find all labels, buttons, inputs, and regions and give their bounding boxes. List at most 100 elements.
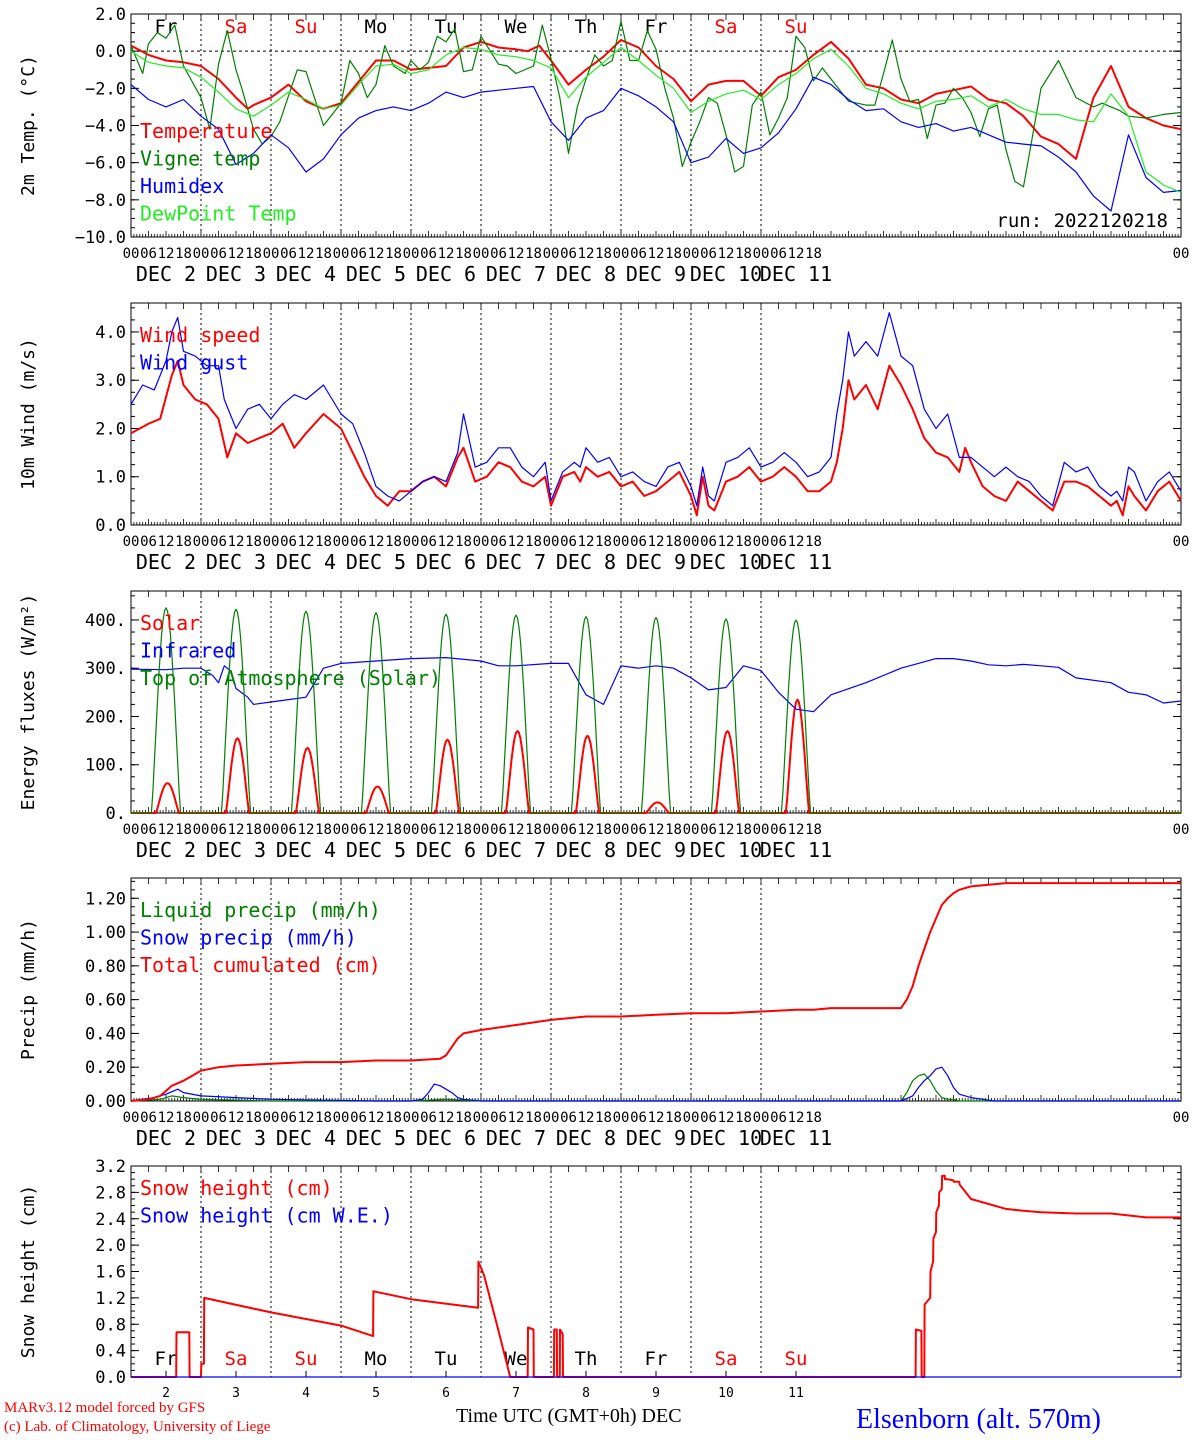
hour-tick-label: 18 (175, 534, 192, 550)
hour-tick-label: 18 (665, 1110, 682, 1126)
date-label: DEC 9 (626, 1126, 686, 1150)
hour-tick-label: 12 (648, 534, 665, 550)
y-tick-label: 1.20 (85, 889, 126, 909)
hour-tick-label: 12 (158, 534, 175, 550)
y-tick-label: 0.4 (95, 1342, 126, 1362)
hour-tick-label: 18 (525, 534, 542, 550)
weekday-label: Su (785, 16, 808, 38)
y-tick-label: 0.8 (95, 1315, 126, 1335)
hour-tick-label: 18 (315, 1110, 332, 1126)
weekday-label: Tu (435, 1348, 458, 1370)
hour-tick-label: 06 (630, 534, 647, 550)
day-number-label: 4 (302, 1386, 310, 1401)
y-tick-label: 300. (85, 659, 126, 679)
hour-tick-label: 06 (350, 822, 367, 838)
series-line-vigne-temp (130, 20, 1182, 188)
date-label: DEC 6 (416, 550, 476, 574)
hour-tick-label: 18 (175, 1110, 192, 1126)
hour-tick-label: 18 (525, 1110, 542, 1126)
hour-tick-label: 18 (455, 822, 472, 838)
hour-tick-label: 18 (315, 822, 332, 838)
hour-tick-label: 00 (473, 822, 490, 838)
hour-tick-label: 12 (158, 1110, 175, 1126)
date-label: DEC 4 (276, 1126, 336, 1150)
y-tick-label: −2.0 (85, 79, 126, 99)
y-tick-label: 0.40 (85, 1024, 126, 1044)
y-tick-label: −10.0 (75, 228, 126, 248)
hour-tick-label: 06 (490, 1110, 507, 1126)
date-label: DEC 3 (206, 262, 266, 286)
hour-tick-label: 00 (1173, 534, 1190, 550)
hour-tick-label: 00 (403, 534, 420, 550)
hour-tick-label: 18 (805, 822, 822, 838)
weekday-label: Sa (225, 1348, 248, 1370)
hour-tick-label: 00 (613, 1110, 630, 1126)
x-axis-month: DEC (641, 1405, 682, 1427)
hour-tick-label: 06 (420, 534, 437, 550)
hour-tick-label: 06 (140, 534, 157, 550)
hour-tick-label: 12 (368, 534, 385, 550)
hour-tick-label: 06 (700, 246, 717, 262)
hour-tick-label: 00 (543, 246, 560, 262)
date-label: DEC 9 (626, 550, 686, 574)
hour-tick-label: 12 (298, 1110, 315, 1126)
hour-tick-label: 00 (333, 534, 350, 550)
hour-tick-label: 18 (735, 534, 752, 550)
hour-tick-label: 12 (718, 822, 735, 838)
series-line-wind-speed (130, 359, 1182, 517)
date-label: DEC 11 (760, 838, 832, 862)
y-tick-label: 0.0 (95, 1368, 126, 1388)
hour-tick-label: 18 (525, 246, 542, 262)
date-label: DEC 5 (346, 550, 406, 574)
hour-tick-label: 00 (613, 246, 630, 262)
hour-tick-label: 12 (788, 246, 805, 262)
hour-tick-label: 00 (753, 1110, 770, 1126)
y-tick-label: −4.0 (85, 117, 126, 137)
legend-entry: Snow height (cm W.E.) (140, 1204, 393, 1228)
hour-tick-label: 12 (368, 246, 385, 262)
hour-tick-label: 18 (735, 1110, 752, 1126)
weekday-label: Mo (365, 16, 388, 38)
day-number-label: 8 (582, 1386, 590, 1401)
y-axis-label: Snow height (cm) (18, 1185, 39, 1358)
legend-entry: Liquid precip (mm/h) (140, 898, 381, 922)
hour-tick-label: 12 (298, 534, 315, 550)
hour-tick-label: 00 (263, 246, 280, 262)
hour-tick-label: 00 (683, 822, 700, 838)
plot-frame (130, 590, 1182, 814)
hour-tick-label: 12 (368, 822, 385, 838)
hour-tick-label: 18 (245, 1110, 262, 1126)
hour-tick-label: 06 (140, 822, 157, 838)
weekday-label: We (505, 16, 528, 38)
date-label: DEC 2 (136, 1126, 196, 1150)
hour-tick-label: 18 (665, 534, 682, 550)
date-label: DEC 11 (760, 550, 832, 574)
date-label: DEC 2 (136, 838, 196, 862)
y-tick-label: −6.0 (85, 154, 126, 174)
date-label: DEC 9 (626, 838, 686, 862)
hour-tick-label: 00 (123, 1110, 140, 1126)
hour-tick-label: 06 (560, 246, 577, 262)
hour-tick-label: 00 (333, 1110, 350, 1126)
series-line-liquid-precip-mm-h- (130, 1073, 1181, 1102)
hour-tick-label: 12 (438, 822, 455, 838)
date-label: DEC 10 (690, 1126, 762, 1150)
date-label: DEC 4 (276, 838, 336, 862)
date-label: DEC 10 (690, 838, 762, 862)
hour-tick-label: 06 (700, 534, 717, 550)
legend-entry: Wind speed (140, 323, 260, 347)
legend-entry: Wind gust (140, 351, 248, 375)
y-tick-label: 1.00 (85, 923, 126, 943)
series-line-solar (131, 698, 1181, 814)
y-tick-label: −8.0 (85, 191, 126, 211)
weekday-label: Su (785, 1348, 808, 1370)
date-label: DEC 7 (486, 262, 546, 286)
hour-tick-label: 06 (770, 534, 787, 550)
hour-tick-label: 00 (333, 822, 350, 838)
day-number-label: 6 (442, 1386, 450, 1401)
hour-tick-label: 12 (648, 246, 665, 262)
hour-tick-label: 06 (420, 1110, 437, 1126)
y-tick-label: 400. (85, 611, 126, 631)
hour-tick-label: 06 (420, 246, 437, 262)
hour-tick-label: 18 (735, 246, 752, 262)
